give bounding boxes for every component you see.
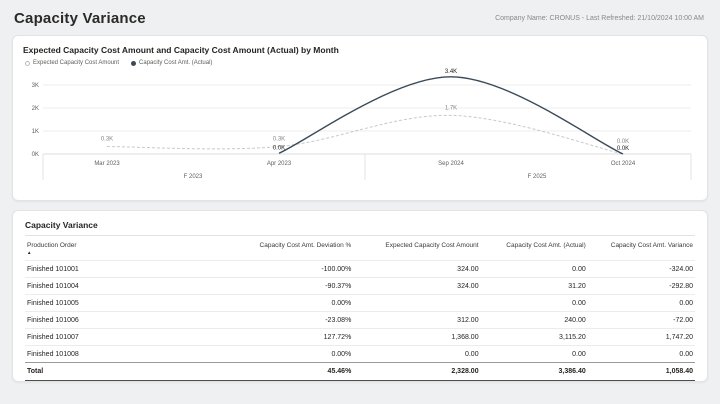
table-cell: 0.00%	[219, 345, 354, 363]
table-title: Capacity Variance	[25, 220, 695, 236]
legend-circle-filled-icon	[131, 60, 137, 66]
table-row[interactable]: Finished 101007 127.72% 1,368.00 3,115.20 1,…	[25, 328, 695, 346]
table-card: Capacity Variance Production Order ▲ Capac…	[12, 210, 708, 382]
total-cell: 45.46%	[219, 362, 354, 381]
legend-label-expected: Expected Capacity Cost Amount	[33, 60, 120, 66]
table-cell: 0.00%	[219, 294, 354, 312]
table-cell: 324.00	[353, 260, 481, 278]
table-cell: 0.00	[587, 294, 695, 312]
chart-title: Expected Capacity Cost Amount and Capaci…	[23, 45, 339, 55]
table-cell: 3,115.20	[480, 328, 588, 346]
capacity-variance-table: Production Order ▲ Capacity Cost Amt. Devi…	[25, 236, 695, 381]
y-axis-tick: 1K	[32, 129, 39, 135]
table-cell: -72.00	[587, 311, 695, 329]
table-cell: -324.00	[587, 260, 695, 278]
total-cell: 2,328.00	[353, 362, 481, 381]
table-cell: 1,747.20	[587, 328, 695, 346]
table-cell: 0.00	[353, 345, 481, 363]
legend-label-actual: Capacity Cost Amt. (Actual)	[139, 60, 213, 66]
table-cell: Finished 101007	[25, 328, 220, 346]
table-cell: 1,368.00	[353, 328, 481, 346]
table-cell: Finished 101005	[25, 294, 220, 312]
data-label-actual: 0.0K	[273, 145, 285, 151]
series-line-expected	[106, 114, 624, 155]
company-refresh-info: Company Name: CRONUS - Last Refreshed: 2…	[495, 15, 704, 22]
legend-circle-outline-icon	[25, 60, 30, 66]
column-header[interactable]: Capacity Cost Amt. (Actual)	[506, 242, 586, 249]
table-cell: 0.00	[587, 345, 695, 363]
x-axis-month-label: Oct 2024	[611, 161, 636, 167]
sort-ascending-icon[interactable]: ▲	[27, 250, 32, 255]
table-header: Production Order ▲ Capacity Cost Amt. Devi…	[25, 236, 695, 261]
table-cell: -292.80	[587, 277, 695, 295]
column-header[interactable]: Production Order ▲	[25, 236, 219, 261]
table-row[interactable]: Finished 101005 0.00% 0.00 0.00	[25, 294, 695, 312]
data-label-expected: 0.3K	[273, 137, 285, 143]
table-cell: 240.00	[480, 311, 588, 329]
table-cell: 0.00	[480, 294, 588, 312]
table-cell: 0.00	[480, 345, 588, 363]
column-header[interactable]: Capacity Cost Amt. Deviation %	[259, 242, 352, 249]
x-axis-year-label: F 2023	[184, 174, 203, 180]
table-cell: Finished 101004	[25, 277, 220, 295]
table-row[interactable]: Finished 101006 -23.08% 312.00 240.00 -72.00	[25, 311, 695, 329]
page-title: Capacity Variance	[14, 10, 146, 27]
column-header[interactable]: Capacity Cost Amt. Variance	[610, 242, 693, 249]
data-label-expected: 1.7K	[445, 105, 457, 111]
total-row: Total 45.46% 2,328.00 3,386.40 1,058.40	[25, 362, 695, 381]
chart-legend: Expected Capacity Cost Amount Capacity C…	[25, 60, 697, 66]
table-cell: -23.08%	[219, 311, 354, 329]
data-label-actual: 3.4K	[445, 69, 457, 75]
table-cell: 0.00	[480, 260, 588, 278]
legend-item-actual[interactable]: Capacity Cost Amt. (Actual)	[131, 60, 212, 66]
x-axis-month-label: Mar 2023	[94, 161, 120, 167]
x-axis-month-label: Apr 2023	[267, 161, 292, 167]
y-axis-tick: 0K	[32, 152, 39, 158]
chart-card: Expected Capacity Cost Amount and Capaci…	[12, 35, 708, 201]
table-cell: Finished 101001	[25, 260, 220, 278]
table-footer: Total 45.46% 2,328.00 3,386.40 1,058.40	[25, 362, 695, 381]
legend-item-expected[interactable]: Expected Capacity Cost Amount	[25, 60, 119, 66]
total-cell: 3,386.40	[480, 362, 588, 381]
capacity-line-chart[interactable]: 0K 1K 2K 3K Mar 2023 Apr 2023 Sep 2024 Oct 2024…	[23, 68, 699, 186]
x-axis-year-label: F 2025	[528, 174, 547, 180]
table-body: Finished 101001 -100.00% 324.00 0.00 -324.00…	[25, 260, 695, 363]
table-cell: 324.00	[353, 277, 481, 295]
table-cell: -100.00%	[219, 260, 354, 278]
table-cell: -90.37%	[219, 277, 354, 295]
table-cell: 312.00	[353, 311, 481, 329]
series-line-actual	[278, 76, 624, 155]
x-axis-month-label: Sep 2024	[438, 161, 464, 167]
table-row[interactable]: Finished 101001 -100.00% 324.00 0.00 -324.00	[25, 260, 695, 278]
table-row[interactable]: Finished 101008 0.00% 0.00 0.00 0.00	[25, 345, 695, 363]
table-cell: Finished 101008	[25, 345, 220, 363]
page-header: Capacity Variance Company Name: CRONUS -…	[12, 6, 708, 35]
data-label-expected: 0.0K	[617, 139, 629, 145]
table-cell: Finished 101006	[25, 311, 220, 329]
data-label-actual: 0.0K	[617, 146, 629, 152]
table-row[interactable]: Finished 101004 -90.37% 324.00 31.20 -292.80	[25, 277, 695, 295]
data-label-expected: 0.3K	[101, 137, 113, 143]
y-axis-tick: 3K	[32, 83, 39, 89]
table-cell	[353, 294, 481, 312]
total-cell: 1,058.40	[587, 362, 695, 381]
column-header[interactable]: Expected Capacity Cost Amount	[385, 242, 479, 249]
table-cell: 127.72%	[219, 328, 354, 346]
report-page: Capacity Variance Company Name: CRONUS -…	[12, 6, 708, 382]
total-cell: Total	[25, 362, 220, 381]
table-cell: 31.20	[480, 277, 588, 295]
y-axis-tick: 2K	[32, 106, 39, 112]
